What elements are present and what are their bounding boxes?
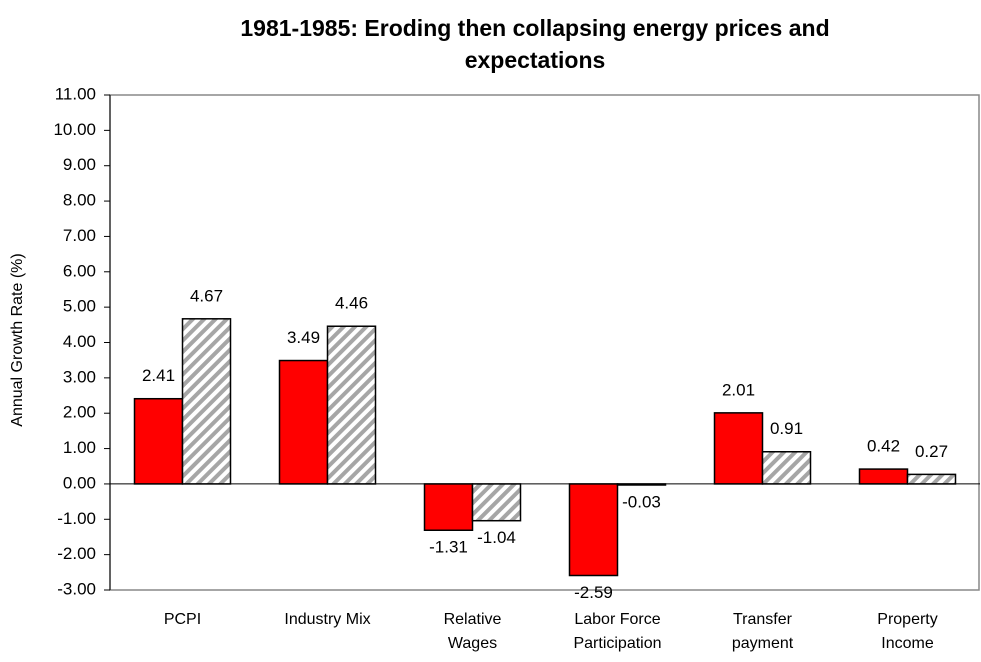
value-label: 2.41 <box>142 366 175 385</box>
value-label: -1.31 <box>429 538 468 557</box>
y-tick-label: 7.00 <box>63 226 96 245</box>
x-tick-label: PCPI <box>163 611 202 628</box>
bar <box>906 473 957 485</box>
value-label: 0.27 <box>915 442 948 461</box>
bar <box>278 359 329 485</box>
x-tick-label: Industry Mix <box>284 611 371 628</box>
value-label: 2.01 <box>722 380 755 399</box>
bar <box>568 483 619 577</box>
value-label: 0.42 <box>867 437 900 456</box>
y-tick-label: 9.00 <box>63 155 96 174</box>
bar <box>713 412 764 485</box>
bar <box>471 483 522 522</box>
y-tick-label: 8.00 <box>63 191 96 210</box>
value-label: -0.03 <box>622 492 661 511</box>
y-tick-label: 1.00 <box>63 438 96 457</box>
y-tick-label: 0.00 <box>63 473 96 492</box>
y-tick-label: 6.00 <box>63 261 96 280</box>
chart-title: 1981-1985: Eroding then collapsing energ… <box>240 15 830 73</box>
y-tick-label: -2.00 <box>57 544 96 563</box>
y-tick-label: 3.00 <box>63 367 96 386</box>
y-tick-label: 11.00 <box>55 84 96 103</box>
bar <box>133 397 184 485</box>
value-label: 3.49 <box>287 328 320 347</box>
plot-frame <box>109 94 980 591</box>
y-tick-label: 2.00 <box>63 403 96 422</box>
x-tick-label: Labor Force Participation <box>573 611 662 652</box>
y-tick-label: -1.00 <box>57 509 96 528</box>
value-label: 4.67 <box>190 286 223 305</box>
y-tick-label: 5.00 <box>63 297 96 316</box>
x-tick-label: Transfer payment <box>731 611 794 652</box>
bar <box>761 451 812 485</box>
bar <box>326 325 377 485</box>
value-label: 4.46 <box>335 294 368 313</box>
bar <box>181 318 232 485</box>
y-tick-label: -3.00 <box>57 579 96 598</box>
bar <box>423 483 474 531</box>
y-tick-label: 4.00 <box>63 332 96 351</box>
bar <box>858 468 909 485</box>
y-axis-label: Annual Growth Rate (%) <box>9 253 26 426</box>
y-tick-label: 10.00 <box>53 120 96 139</box>
x-tick-label: Relative Wages <box>443 611 502 652</box>
value-label: -1.04 <box>477 528 516 547</box>
value-label: 0.91 <box>770 419 803 438</box>
value-label: -2.59 <box>574 583 613 602</box>
x-tick-label: Property Income <box>877 611 938 652</box>
